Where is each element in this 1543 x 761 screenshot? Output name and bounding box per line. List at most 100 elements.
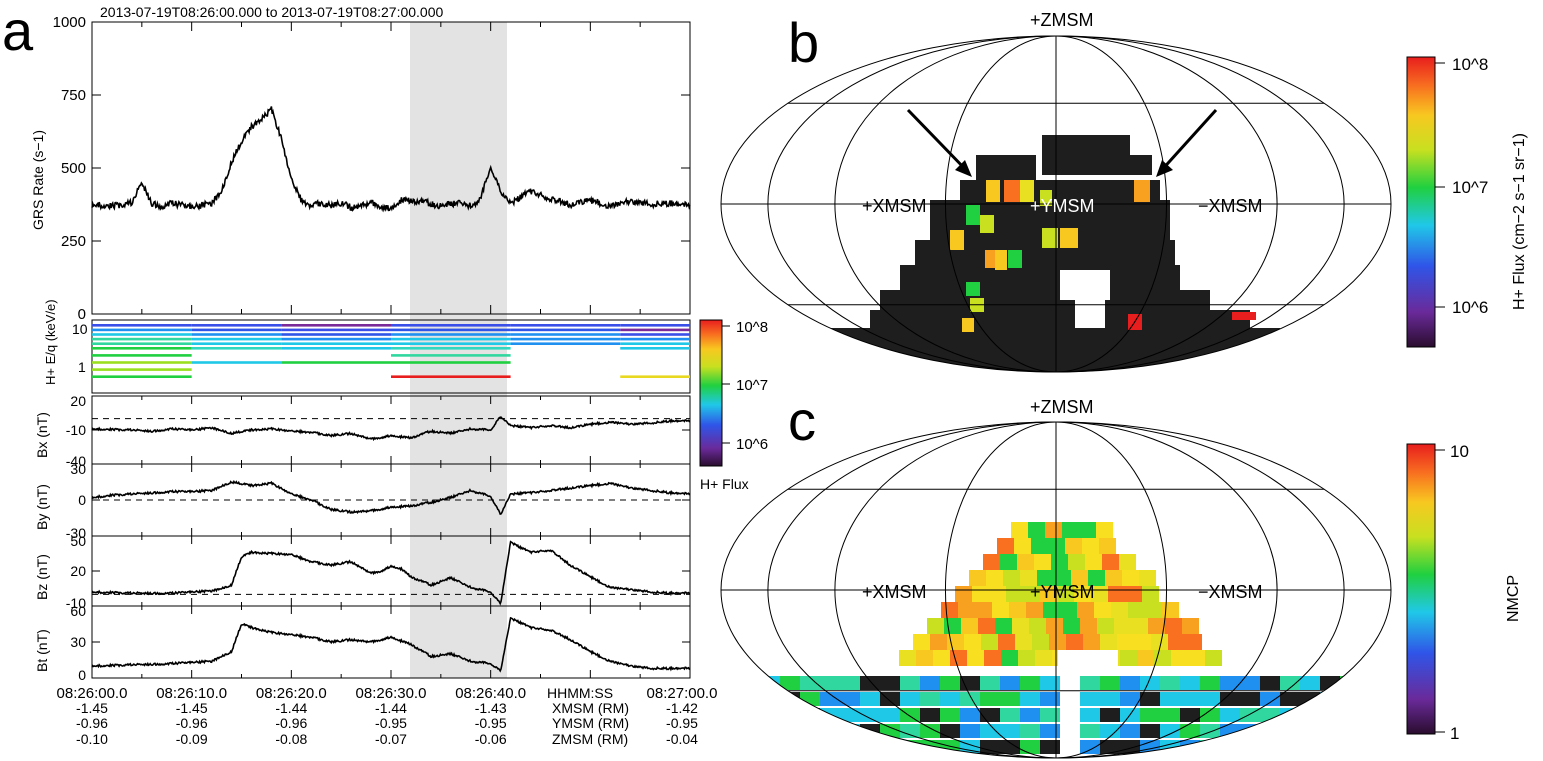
skymap-c-cell [820,692,840,706]
bt-ytick-label: 60 [70,603,86,619]
c-colorbar-label: NMCP [1505,575,1522,622]
b-cbar-tick-1e8: 10^8 [1452,55,1488,74]
ephemeris-z_msm: -0.07 [375,731,407,747]
skymap-c-cell [820,708,840,722]
skymap-c-cell [1320,692,1340,706]
spectrogram-ylabel: H+ E/q (keV/e) [43,299,58,385]
b-xp-label: +XMSM [862,196,927,216]
skymap-c-cell [1037,570,1054,586]
spectrogram-band [281,337,391,341]
skymap-c-cell [1120,740,1140,754]
skymap-c-cell [1028,522,1045,538]
b-yp-label: +YMSM [1030,196,1095,216]
skymap-c-cell [1165,618,1182,634]
skymap-c-cell [780,692,800,706]
by-ytick-label: -30 [66,525,86,541]
skymap-c-cell [1240,676,1260,690]
skymap-c-cell [1140,724,1160,738]
spectrogram-band [191,347,282,350]
skymap-c-cell [1031,538,1048,554]
skymap-c-cell [1340,676,1360,690]
spectrogram-band [281,361,391,364]
c-xp-label: +XMSM [862,582,927,602]
skymap-b-cell [1130,155,1152,175]
skymap-c-cell [900,676,920,690]
skymap-c-cell [1040,740,1060,754]
skymap-c-cell [1026,602,1043,618]
skymap-b-cells [760,135,1360,372]
skymap-c-cell [967,650,984,666]
skymap-c-cell [941,602,958,618]
skymap-c-cell [1300,676,1320,690]
spectrogram-band [391,324,511,327]
skymap-c-cell [980,740,1000,754]
skymap-b-cell [986,180,1000,202]
skymap-c-cell [1082,538,1099,554]
bx-ytick-label: -10 [66,422,86,438]
skymap-b-cell [966,205,980,225]
panel-c-letter: c [788,389,816,452]
skymap-c-cell [1029,618,1046,634]
skymap-c-cell [1200,708,1220,722]
spectrogram-band [510,324,621,327]
skymap-c-cell [961,618,978,634]
c-cbar-tick-1: 1 [1450,724,1459,743]
spectrogram-band [391,328,511,332]
skymap-c-cell [1220,676,1240,690]
skymap-b-cell [760,345,1360,372]
skymap-c-cell [880,708,900,722]
bt-axes-frame [91,605,691,679]
spec-ytick-1: 1 [78,359,86,375]
ephemeris-z_msm: -0.09 [176,731,208,747]
skymap-c-cell [1180,708,1200,722]
spec-ytick-10: 10 [72,321,88,337]
b-xm-label: −XMSM [1198,196,1263,216]
skymap-c-cell [1085,554,1102,570]
skymap-c-cell [1180,724,1200,738]
skymap-c-cell [1077,602,1094,618]
skymap-c-cell [1054,570,1071,586]
skymap-c-cell [860,676,880,690]
spectrogram-band [92,337,192,341]
skymap-c-cell [1080,618,1097,634]
arrow-left-head [955,160,972,177]
hflux-colorbar-label: H+ Flux [700,476,749,492]
spectrogram-band [510,337,621,341]
spectrogram-band [510,333,621,336]
skymap-c-cell [1083,634,1100,650]
skymap-c-cell [1120,676,1140,690]
skymap-c-cell [1003,570,1020,586]
bz-ytick-label: 50 [70,533,86,549]
skymap-c-cell [1134,634,1151,650]
skymap-c-cell [840,724,860,738]
skymap-c-cell [1205,650,1222,666]
grs-ytick-label: 0 [78,306,86,323]
c-zp-label: +ZMSM [1030,397,1094,417]
skymap-c-cell [1032,634,1049,650]
skymap-c-cell [1160,724,1180,738]
spectrogram-band [92,333,192,336]
skymap-c-cell [960,724,980,738]
spectrogram-band [281,328,391,332]
b-zp-label: +ZMSM [1030,10,1094,30]
ymsm-label: YMSM (RM) [552,715,629,731]
skymap-c-cell [1280,724,1300,738]
skymap-c-cell [1140,676,1160,690]
skymap-c-cell [989,586,1006,602]
skymap-c-cell [958,602,975,618]
skymap-c-cell [930,634,947,650]
bz-ytick-label: 20 [70,563,86,579]
bt-series [91,616,691,673]
shaded-interval [410,22,507,678]
skymap-c-cell [1001,650,1018,666]
b-colorbar-gradient [1406,56,1436,348]
skymap-c-cell [1006,586,1023,602]
skymap-c-cell [820,724,840,738]
skymap-c-cell [900,724,920,738]
skymap-c-cell [1240,724,1260,738]
skymap-b-cell [1134,180,1150,202]
skymap-c-cell [1140,692,1160,706]
x-tick-label: 08:27:00.0 [647,685,718,702]
skymap-c-cell [1018,650,1035,666]
grs-axes-frame [91,21,691,315]
